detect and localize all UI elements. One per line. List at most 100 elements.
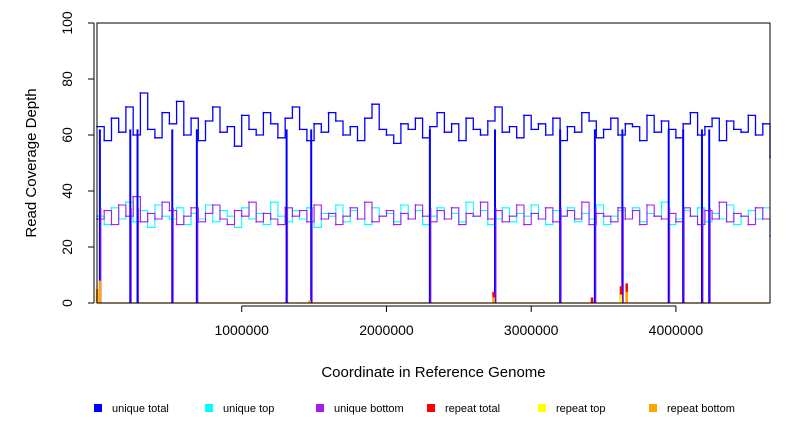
unique-total-point [371,103,373,106]
unique-bottom-point [530,212,533,215]
unique-bottom-point [450,206,453,209]
unique-bottom-point [190,206,192,209]
unique-total-point [732,128,735,131]
unique-total-point [653,131,656,134]
unique-bottom-point [638,223,641,226]
unique-bottom-point [168,209,171,212]
unique-top-point [211,220,214,223]
unique-bottom-point [486,218,489,220]
unique-top-point [566,206,569,209]
unique-bottom-point [443,218,446,220]
unique-bottom-point [761,218,764,220]
x-axis-title: Coordinate in Reference Genome [321,364,545,381]
unique-total-point [298,128,301,131]
unique-bottom-point [479,201,482,204]
unique-total-point [103,139,106,142]
unique-bottom-point [233,209,236,212]
unique-total-point [747,114,750,117]
unique-bottom-point [298,209,301,212]
unique-total-point [262,111,265,114]
unique-total-point [240,114,243,117]
unique-total-point [255,134,258,136]
legend-label-repeat-bottom: repeat bottom [667,403,735,415]
unique-top-point [153,204,156,206]
unique-total-point [428,125,431,128]
unique-bottom-point [349,206,352,209]
y-tick-label: 80 [59,71,75,87]
unique-total-point [378,128,381,131]
unique-total-point [349,125,352,128]
unique-top-point [168,218,171,220]
unique-total-point [392,142,395,145]
unique-bottom-point [675,220,677,223]
unique-bottom-point [392,223,395,226]
unique-total-point [602,128,605,131]
unique-top-point [269,201,272,204]
unique-total-point [718,139,721,142]
unique-bottom-point [385,209,388,212]
unique-bottom-point [703,209,706,212]
unique-top-point [204,204,207,206]
unique-top-point [363,223,366,226]
unique-total-point [725,120,728,122]
unique-total-point [421,136,424,139]
unique-total-point [269,122,272,125]
unique-bottom-point [334,223,337,226]
unique-bottom-point [436,209,439,212]
unique-bottom-point [117,204,120,206]
unique-top-point [696,206,699,209]
unique-bottom-point [754,206,757,209]
unique-total-point [552,117,554,120]
unique-bottom-point [153,218,156,220]
unique-bottom-point [457,223,460,226]
unique-total-point [689,111,692,114]
unique-total-point [291,106,294,108]
unique-top-point [240,206,243,209]
unique-total-point [342,134,344,136]
unique-bottom-point [291,215,294,218]
legend-label-unique-total: unique total [112,403,169,415]
unique-total-point [436,111,439,114]
unique-total-point [544,134,547,136]
unique-total-point [190,117,192,120]
unique-total-point [226,125,229,128]
unique-total-point [754,134,757,136]
unique-bottom-point [356,218,359,220]
unique-bottom-point [523,223,525,226]
unique-bottom-point [646,204,648,206]
unique-total-point [334,120,337,122]
unique-top-point [747,209,750,212]
unique-bottom-point [711,218,714,220]
unique-total-line [97,92,771,158]
unique-top-point [103,223,106,226]
legend: unique total unique top unique bottom repea… [94,403,735,415]
unique-total-point [284,117,287,120]
legend-swatch-repeat-total [427,404,435,412]
x-tick-label: 2000000 [359,322,414,338]
unique-total-point [711,117,714,120]
unique-bottom-point [110,223,113,226]
unique-bottom-point [363,201,366,204]
unique-bottom-point [580,201,583,204]
unique-total-point [248,128,250,131]
unique-top-point [631,206,634,209]
unique-total-point [414,117,417,120]
unique-total-point [508,125,511,128]
unique-total-point [457,139,460,142]
unique-bottom-point [660,218,663,220]
unique-bottom-point [414,204,417,206]
unique-total-point [125,106,127,108]
unique-top-point [421,223,424,226]
unique-total-point [573,131,576,134]
unique-total-point [327,111,330,114]
unique-total-point [530,128,533,131]
unique-top-point [305,206,308,209]
unique-top-point [226,215,229,218]
unique-bottom-point [747,223,750,226]
unique-bottom-point [378,215,381,218]
unique-bottom-point [146,212,149,215]
unique-total-point [233,145,236,148]
unique-bottom-point [204,212,207,215]
unique-bottom-point [248,201,250,204]
legend-label-repeat-total: repeat total [445,403,500,415]
